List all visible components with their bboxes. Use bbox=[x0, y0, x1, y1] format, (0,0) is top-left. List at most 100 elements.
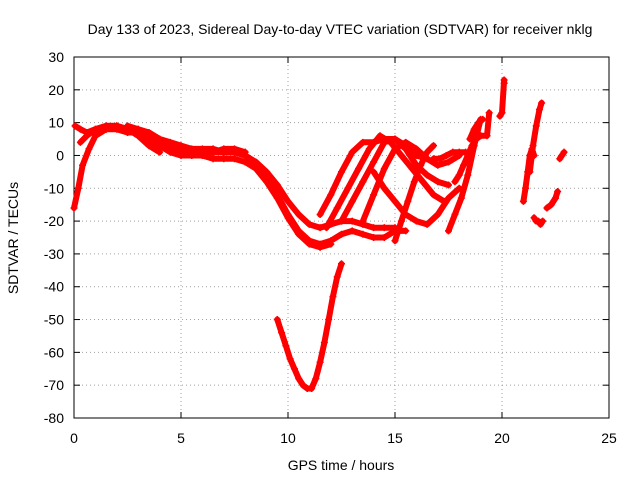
data-point-marker bbox=[134, 125, 142, 133]
data-point-marker bbox=[79, 161, 87, 169]
data-point-marker bbox=[380, 234, 388, 241]
data-point-marker bbox=[434, 211, 442, 219]
data-point-marker bbox=[241, 158, 249, 166]
data-point-marker bbox=[348, 197, 356, 205]
data-point-marker bbox=[466, 135, 474, 143]
data-point-marker bbox=[376, 132, 384, 140]
x-axis-title: GPS time / hours bbox=[288, 457, 395, 473]
data-point-marker bbox=[485, 109, 493, 117]
data-point-marker bbox=[359, 178, 367, 186]
data-point-marker bbox=[417, 161, 425, 169]
data-point-marker bbox=[333, 273, 341, 281]
data-point-marker bbox=[166, 138, 174, 146]
data-point-marker bbox=[83, 132, 91, 140]
data-point-marker bbox=[370, 191, 378, 199]
series-trace-22 bbox=[543, 188, 562, 212]
data-point-marker bbox=[483, 132, 491, 140]
series-trace-line bbox=[526, 99, 545, 175]
data-point-marker bbox=[295, 211, 303, 219]
data-point-marker bbox=[380, 184, 388, 192]
data-point-marker bbox=[198, 148, 206, 156]
data-point-marker bbox=[359, 230, 367, 238]
data-point-marker bbox=[430, 155, 438, 163]
data-point-marker bbox=[348, 148, 356, 156]
data-point-marker bbox=[365, 145, 373, 153]
y-axis-title: SDTVAR / TECUs bbox=[5, 182, 21, 294]
data-point-marker bbox=[451, 211, 459, 219]
data-point-marker bbox=[156, 135, 164, 143]
series-trace-16 bbox=[466, 115, 487, 143]
data-point-marker bbox=[145, 142, 153, 150]
data-point-marker bbox=[457, 194, 465, 202]
x-tick-label: 15 bbox=[387, 430, 403, 446]
data-point-marker bbox=[91, 125, 99, 133]
data-point-marker bbox=[327, 240, 335, 248]
data-point-marker bbox=[359, 217, 367, 225]
data-point-marker bbox=[359, 138, 367, 146]
data-point-marker bbox=[539, 217, 547, 225]
data-point-marker bbox=[284, 214, 292, 222]
data-point-marker bbox=[412, 151, 420, 159]
x-tick-label: 10 bbox=[280, 430, 296, 446]
series-layer bbox=[70, 76, 568, 392]
tick-layer: 0 5 10 15 20 25 -80 -70 -60 -50 -40 -30 -20 -10 0 10 20 3… bbox=[44, 49, 617, 446]
data-point-marker bbox=[320, 339, 328, 347]
data-point-marker bbox=[290, 365, 298, 373]
data-point-marker bbox=[299, 381, 307, 389]
series-trace-9 bbox=[338, 135, 452, 225]
data-point-marker bbox=[410, 178, 418, 186]
data-point-marker bbox=[430, 191, 438, 199]
data-point-marker bbox=[316, 224, 324, 232]
x-tick-label: 20 bbox=[494, 430, 510, 446]
y-tick-label: 10 bbox=[48, 115, 64, 131]
data-point-marker bbox=[472, 135, 480, 143]
data-point-marker bbox=[308, 384, 316, 392]
y-tick-label: 0 bbox=[56, 147, 64, 163]
y-tick-label: -20 bbox=[44, 213, 64, 229]
data-point-marker bbox=[177, 142, 185, 150]
data-point-marker bbox=[85, 145, 93, 153]
data-point-marker bbox=[404, 197, 412, 205]
data-point-marker bbox=[338, 260, 345, 268]
data-point-marker bbox=[282, 342, 290, 350]
data-point-marker bbox=[344, 184, 352, 192]
data-point-marker bbox=[305, 240, 313, 248]
data-point-marker bbox=[445, 194, 452, 202]
data-point-marker bbox=[329, 293, 337, 301]
data-point-marker bbox=[538, 99, 546, 107]
data-point-marker bbox=[102, 125, 110, 133]
series-trace-2 bbox=[71, 122, 399, 232]
data-point-marker bbox=[188, 151, 196, 159]
data-point-marker bbox=[348, 217, 356, 225]
y-tick-label: -80 bbox=[44, 410, 64, 426]
data-point-marker bbox=[145, 132, 153, 140]
data-point-marker bbox=[263, 178, 271, 186]
series-trace-13 bbox=[430, 148, 470, 163]
data-point-marker bbox=[305, 220, 313, 228]
data-point-marker bbox=[323, 224, 331, 232]
data-point-marker bbox=[348, 227, 356, 235]
data-point-marker bbox=[445, 158, 452, 166]
data-point-marker bbox=[156, 142, 164, 150]
data-point-marker bbox=[529, 142, 537, 150]
data-point-marker bbox=[430, 142, 438, 150]
data-point-marker bbox=[419, 178, 427, 186]
series-trace-line bbox=[543, 188, 561, 211]
data-point-marker bbox=[402, 145, 410, 153]
y-tick-label: -60 bbox=[44, 344, 64, 360]
data-point-marker bbox=[74, 184, 82, 192]
series-trace-line bbox=[77, 122, 409, 248]
plot-frame bbox=[73, 56, 610, 419]
chart-title: Day 133 of 2023, Sidereal Day-to-day VTE… bbox=[88, 21, 593, 37]
data-point-marker bbox=[124, 128, 131, 136]
data-point-marker bbox=[231, 145, 238, 153]
data-point-marker bbox=[423, 220, 431, 228]
data-point-marker bbox=[532, 122, 540, 130]
data-point-marker bbox=[286, 355, 294, 363]
data-point-marker bbox=[479, 115, 487, 123]
data-point-marker bbox=[338, 217, 345, 225]
data-point-marker bbox=[370, 168, 378, 176]
data-point-marker bbox=[402, 227, 410, 235]
data-point-marker bbox=[391, 135, 399, 143]
data-point-marker bbox=[312, 375, 320, 383]
